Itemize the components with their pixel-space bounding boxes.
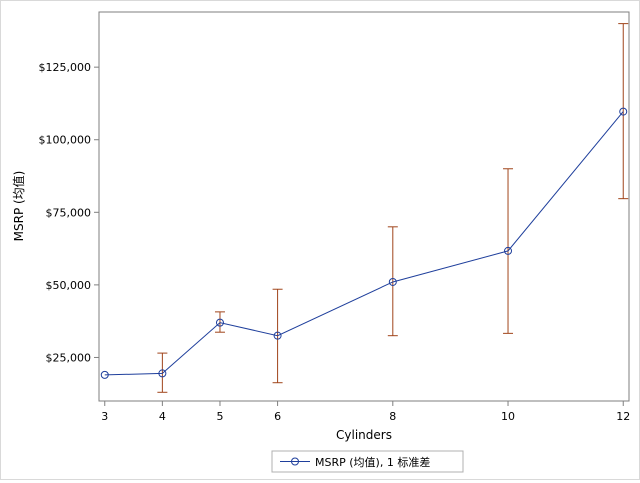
y-tick-label: $50,000: [46, 279, 92, 292]
error-bar: [618, 23, 629, 200]
x-tick-label: 5: [216, 410, 223, 423]
y-tick-label: $125,000: [39, 61, 92, 74]
data-point: [273, 331, 282, 340]
y-tick-label: $100,000: [39, 134, 92, 147]
x-tick-label: 10: [501, 410, 515, 423]
data-point: [619, 107, 628, 116]
y-tick-label: $25,000: [46, 351, 92, 364]
data-point: [100, 370, 109, 379]
error-bar: [387, 226, 398, 337]
x-tick-label: 4: [159, 410, 166, 423]
error-bar: [157, 352, 168, 393]
legend-marker-sample: [291, 457, 299, 466]
data-point: [388, 277, 397, 286]
legend-box: [271, 450, 464, 473]
y-tick-label: $75,000: [46, 206, 92, 219]
data-point: [215, 318, 224, 327]
x-tick-label: 8: [389, 410, 396, 423]
x-tick-label: 6: [274, 410, 281, 423]
legend: MSRP (均值), 1 标准差: [271, 450, 464, 473]
x-axis-title: Cylinders: [336, 428, 392, 442]
x-axis: 3 4 5 6 8 10 12: [101, 401, 630, 423]
series-line: [104, 111, 624, 376]
x-tick-label: 12: [616, 410, 630, 423]
x-tick-label: 3: [101, 410, 108, 423]
data-point: [504, 246, 513, 255]
plot-area: [98, 11, 630, 402]
y-axis: $25,000 $50,000 $75,000 $100,000 $125,000: [39, 61, 99, 364]
error-bar: [214, 311, 225, 333]
series-layer: [100, 107, 628, 379]
y-axis-title: MSRP (均值): [11, 171, 26, 242]
legend-label: MSRP (均值), 1 标准差: [315, 455, 430, 469]
data-point: [158, 369, 167, 378]
